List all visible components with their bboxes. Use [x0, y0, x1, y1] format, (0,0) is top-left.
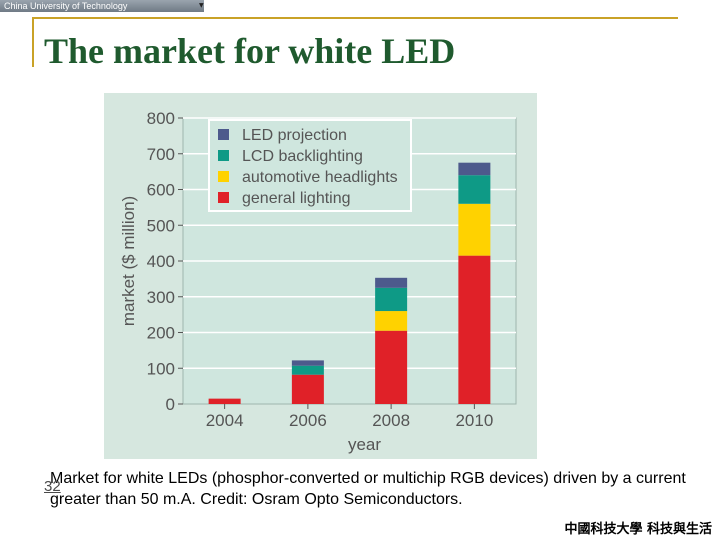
university-name: China University of Technology: [4, 1, 128, 11]
legend-box: [208, 119, 412, 212]
figure-caption: Market for white LEDs (phosphor-converte…: [50, 470, 686, 508]
legend-swatch: [218, 150, 229, 161]
y-tick-label: 700: [147, 145, 175, 164]
legend-label: automotive headlights: [242, 169, 398, 186]
footer-organization: 中國科技大學 科技與生活: [564, 522, 712, 537]
y-tick-label: 100: [147, 359, 175, 378]
title-frame-top-rule: [32, 17, 678, 19]
page-number: 32: [44, 478, 61, 495]
bar-segment: [208, 398, 241, 404]
legend-label: LCD backlighting: [242, 148, 363, 165]
legend-swatch: [218, 192, 229, 203]
y-tick-label: 800: [147, 109, 175, 128]
legend-swatch: [218, 171, 229, 182]
x-tick-label: 2006: [289, 411, 327, 430]
y-tick-label: 200: [147, 324, 175, 343]
bar-segment: [375, 277, 408, 288]
bar-segment: [458, 162, 491, 176]
university-banner: China University of Technology: [0, 0, 204, 12]
x-axis-label: year: [348, 435, 381, 454]
slide-title: The market for white LED: [44, 31, 456, 71]
banner-marker-icon: ▼: [199, 2, 204, 9]
bar-segment: [458, 175, 491, 204]
legend-label: general lighting: [242, 190, 351, 207]
legend-swatch: [218, 129, 229, 140]
y-axis-label: market ($ million): [119, 196, 138, 326]
x-tick-label: 2004: [206, 411, 244, 430]
y-tick-label: 400: [147, 252, 175, 271]
bar-segment: [458, 203, 491, 256]
bar-segment: [458, 255, 491, 404]
x-tick-label: 2010: [455, 411, 493, 430]
bar-segment: [291, 365, 324, 375]
bar-segment: [375, 287, 408, 312]
bar-segment: [375, 311, 408, 331]
y-tick-label: 300: [147, 288, 175, 307]
y-tick-label: 500: [147, 216, 175, 235]
market-bar-chart: 0 100 200 300 400 500 600 700 800 2004 2006 2008 201…: [119, 109, 517, 454]
bar-segment: [291, 374, 324, 404]
chart-image: 0 100 200 300 400 500 600 700 800 2004 2006 2008 201…: [104, 93, 537, 459]
y-tick-label: 0: [166, 395, 175, 414]
bar-segment: [291, 360, 324, 366]
bar-segment: [375, 330, 408, 404]
y-tick-label: 600: [147, 181, 175, 200]
title-frame-left-rule: [32, 17, 34, 67]
legend-label: LED projection: [242, 127, 347, 144]
x-tick-label: 2008: [372, 411, 410, 430]
